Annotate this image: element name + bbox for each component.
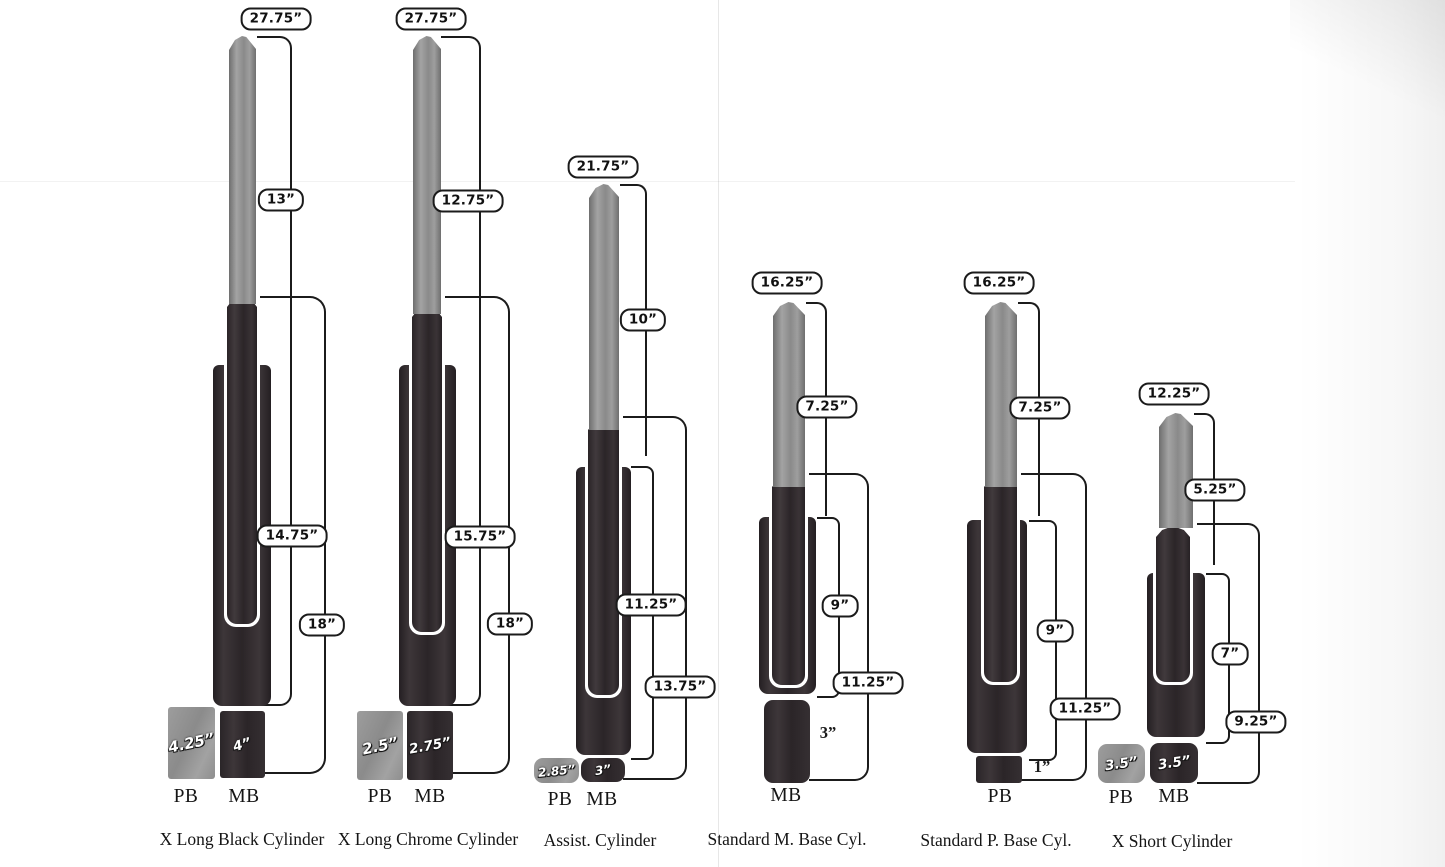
mb-block-value: 3” xyxy=(594,761,612,779)
dim-outer-length: 13.75” xyxy=(644,675,716,699)
pb-block-value: 2.85” xyxy=(537,761,576,780)
figure-caption: Standard M. Base Cyl. xyxy=(707,829,867,849)
inner-tube xyxy=(412,306,442,632)
dimension-bracket-outer xyxy=(1197,523,1260,784)
page-crease xyxy=(1290,0,1445,150)
pb-label: PB xyxy=(367,786,393,807)
dim-inner-length: 15.75” xyxy=(444,525,516,549)
dimension-bracket-rod xyxy=(441,36,481,706)
dim-inner-length: 9” xyxy=(821,594,859,618)
dimension-bracket-outer xyxy=(809,473,869,781)
mb-label: MB xyxy=(228,786,260,807)
dim-inner-length: 14.75” xyxy=(256,524,328,548)
figure-caption: Assist. Cylinder xyxy=(543,830,657,850)
dim-inner-length: 9” xyxy=(1036,619,1074,643)
dim-rod-length: 7.25” xyxy=(1009,396,1071,420)
dim-inner-length: 11.25” xyxy=(615,593,687,617)
dim-rod-length: 5.25” xyxy=(1184,478,1246,502)
dim-rod-length: 12.75” xyxy=(432,189,504,213)
inner-tube-outline xyxy=(1153,523,1193,685)
pb-block: 4.25” xyxy=(166,707,217,779)
scan-line xyxy=(0,181,1295,182)
inner-tube xyxy=(227,296,257,624)
inner-tube-outline xyxy=(585,416,622,698)
inner-tube-outline xyxy=(769,473,808,688)
pb-label: PB xyxy=(987,786,1013,807)
figure-caption: X Long Black Cylinder xyxy=(159,829,325,849)
dim-overall-length: 21.75” xyxy=(567,155,639,179)
dim-outer-length: 9.25” xyxy=(1225,710,1287,734)
piston-rod xyxy=(985,302,1017,487)
pb-block: 2.85” xyxy=(534,758,579,783)
dim-rod-length: 7.25” xyxy=(796,395,858,419)
mb-label: MB xyxy=(586,789,618,810)
pb-block-value: 1” xyxy=(1033,757,1051,776)
inner-tube-outline xyxy=(981,473,1020,685)
mb-block xyxy=(764,700,810,783)
pb-block-value: 3.5” xyxy=(1104,753,1139,774)
inner-tube-outline xyxy=(409,303,445,635)
pb-block: 3.5” xyxy=(1098,744,1145,783)
figure-caption: Standard P. Base Cyl. xyxy=(920,830,1072,850)
dim-outer-length: 11.25” xyxy=(1049,697,1121,721)
pb-block: 2.5” xyxy=(357,711,403,780)
dim-outer-length: 11.25” xyxy=(832,671,904,695)
piston-rod xyxy=(589,184,619,430)
dim-rod-length: 13” xyxy=(257,188,305,212)
pb-label: PB xyxy=(547,789,573,810)
dim-overall-length: 27.75” xyxy=(395,7,467,31)
mb-block-value: 2.75” xyxy=(407,733,453,758)
pb-label: PB xyxy=(1108,787,1134,808)
mb-block: 3.5” xyxy=(1150,743,1198,783)
figure-caption: X Long Chrome Cylinder xyxy=(337,829,519,849)
mb-label: MB xyxy=(770,785,802,806)
pb-block-value: 4.25” xyxy=(166,729,217,757)
dimension-bracket-outer xyxy=(623,416,687,780)
mb-block-value: 3” xyxy=(819,723,837,742)
figure-caption: X Short Cylinder xyxy=(1111,831,1233,851)
mb-block: 2.75” xyxy=(407,711,453,780)
piston-rod xyxy=(229,36,256,304)
mb-block: 3” xyxy=(581,758,625,782)
inner-tube xyxy=(1156,526,1190,682)
mb-label: MB xyxy=(414,786,446,807)
dim-overall-length: 16.25” xyxy=(751,271,823,295)
inner-tube-outline xyxy=(224,293,260,627)
page-fold-line xyxy=(718,0,719,867)
page-edge-shading xyxy=(1295,0,1445,867)
mb-block: 4” xyxy=(220,711,265,778)
dimension-bracket-outer xyxy=(1021,473,1087,781)
dim-overall-length: 27.75” xyxy=(240,7,312,31)
dim-outer-length: 18” xyxy=(486,612,534,636)
dim-inner-length: 7” xyxy=(1211,642,1249,666)
mb-block-value: 4” xyxy=(231,734,254,755)
dim-overall-length: 16.25” xyxy=(963,271,1035,295)
dim-rod-length: 10” xyxy=(619,308,667,332)
inner-tube xyxy=(984,476,1017,682)
mb-label: MB xyxy=(1158,786,1190,807)
inner-tube xyxy=(772,476,805,685)
dim-overall-length: 12.25” xyxy=(1138,382,1210,406)
dimension-bracket-rod xyxy=(257,36,292,706)
pb-block xyxy=(976,756,1022,783)
piston-rod xyxy=(773,302,805,487)
mb-block-value: 3.5” xyxy=(1156,752,1192,774)
piston-rod xyxy=(413,36,441,314)
inner-tube xyxy=(588,419,619,695)
piston-rod xyxy=(1159,413,1193,528)
dim-outer-length: 18” xyxy=(298,613,346,637)
pb-label: PB xyxy=(173,786,199,807)
pb-block-value: 2.5” xyxy=(360,732,400,759)
